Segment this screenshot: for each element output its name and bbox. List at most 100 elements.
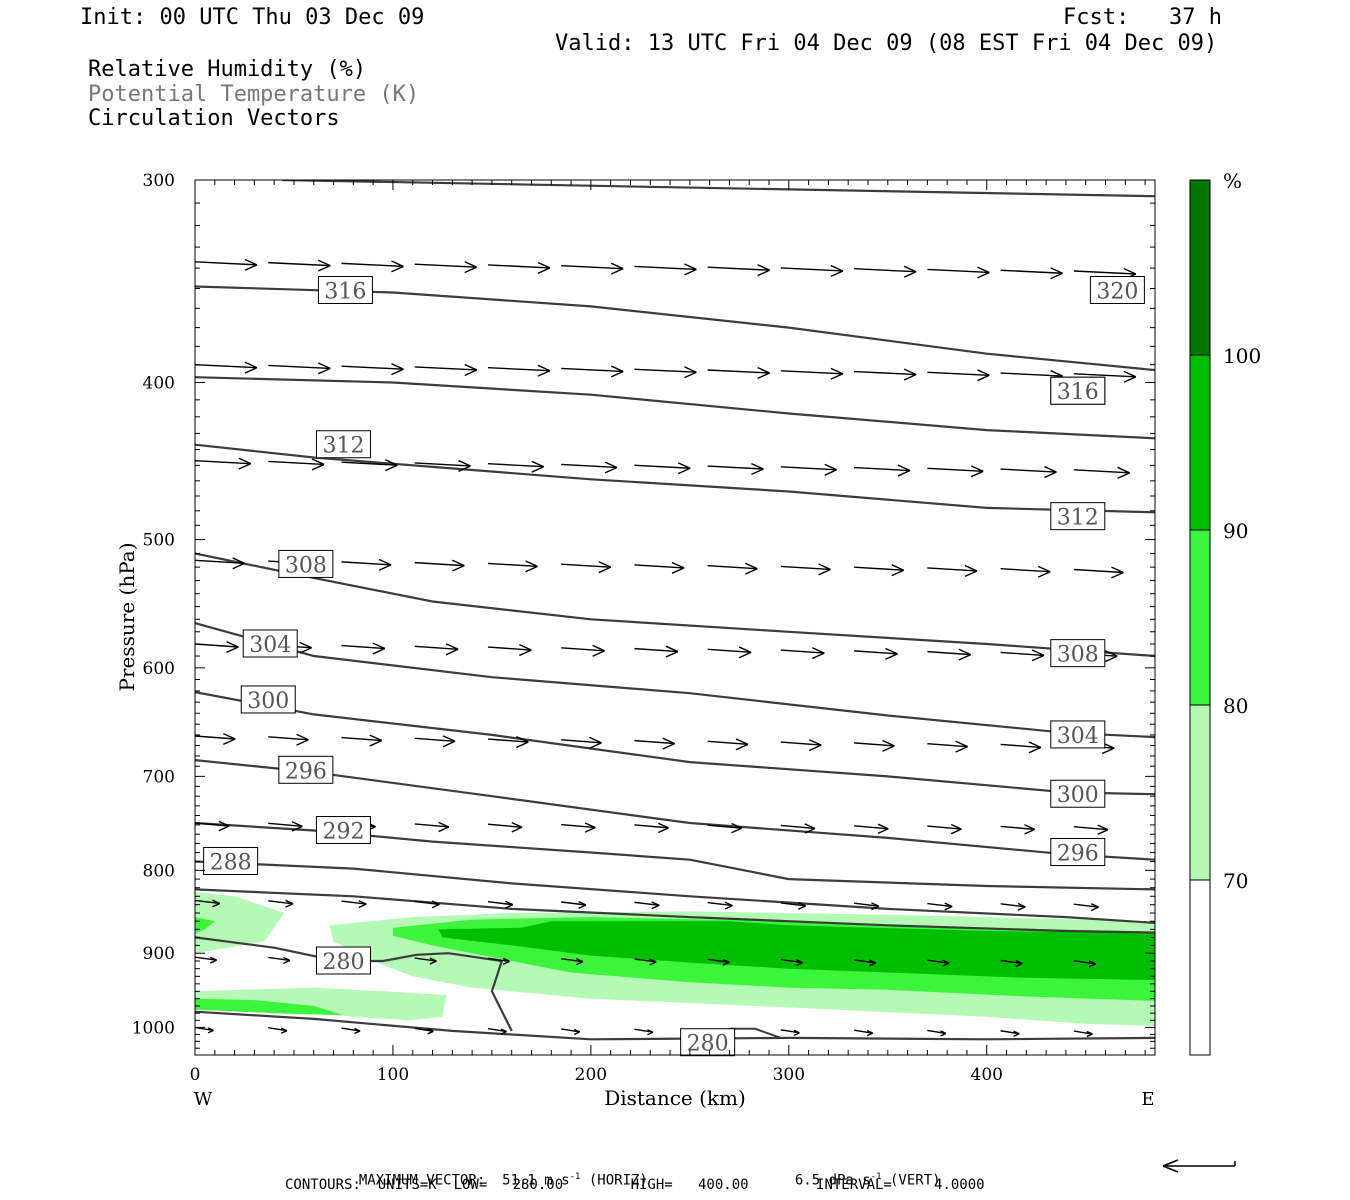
forecast-hour: Fcst: 37 h: [1063, 5, 1222, 30]
vector-head: [882, 739, 895, 752]
x-tick-label-400: 400: [971, 1065, 1003, 1085]
vector-shaft: [634, 1028, 654, 1033]
vector-shaft: [561, 957, 583, 963]
x-end-label-west: W: [194, 1089, 213, 1110]
y-tick-label-600: 600: [143, 659, 175, 679]
vector-head: [578, 901, 587, 909]
vector-head: [238, 457, 252, 470]
vector-head: [438, 821, 450, 833]
contour-label-312: 312: [322, 434, 364, 459]
vector-shaft: [561, 264, 624, 270]
vector-shaft: [1000, 568, 1051, 573]
theta-contour-288: [195, 860, 1155, 924]
vector-head: [731, 822, 743, 834]
vector-head: [573, 1028, 581, 1036]
vector-head: [830, 264, 844, 277]
theta-contour-304: [195, 622, 1155, 739]
vector-head: [452, 559, 465, 572]
vector-shaft: [780, 267, 843, 272]
contour-label-288: 288: [210, 850, 252, 875]
vector-head: [977, 266, 990, 279]
vector-head: [649, 958, 657, 966]
vector-shaft: [780, 649, 825, 654]
vector-shaft: [341, 1027, 361, 1032]
vector-head: [1086, 1030, 1093, 1038]
contour-label-300: 300: [247, 689, 289, 714]
vector-shaft: [487, 823, 523, 828]
vector-head: [757, 264, 770, 277]
vector-shaft: [1073, 1030, 1093, 1035]
max-vector-horiz-label: (HORIZ): [588, 1172, 648, 1189]
vector-shaft: [1000, 959, 1023, 965]
vector-shaft: [780, 1029, 800, 1034]
vector-shaft: [414, 823, 449, 828]
vector-shaft: [341, 736, 382, 742]
vector-head: [955, 740, 968, 753]
vector-shaft: [634, 265, 697, 271]
vector-shaft: [707, 266, 770, 271]
contour-label-box-308: [1050, 639, 1106, 668]
vector-head: [1111, 566, 1124, 579]
vector-head: [830, 367, 844, 380]
y-axis-label: Pressure (hPa): [115, 543, 139, 692]
max-vector-vert-value: 6.5 dPa s: [794, 1172, 871, 1189]
vector-shaft: [854, 742, 895, 747]
vector-head: [218, 820, 230, 832]
vector-head: [502, 957, 510, 965]
contour-label-296: 296: [285, 759, 327, 784]
vector-head: [970, 465, 984, 478]
vector-shaft: [927, 467, 984, 472]
vector-head: [511, 822, 523, 833]
vector-shaft: [854, 466, 910, 472]
vector-head: [458, 459, 471, 472]
theta-contour-316: [195, 376, 1155, 440]
vector-shaft: [927, 268, 990, 274]
rh-region-70-lower-west: [195, 987, 447, 1021]
y-tick-label-800: 800: [143, 861, 175, 881]
vector-shaft: [927, 825, 962, 830]
vector-shaft: [707, 958, 730, 963]
contour-label-box-296: [1050, 838, 1106, 867]
vector-shaft: [634, 901, 660, 907]
vector-head: [885, 647, 898, 660]
contour-label-308: 308: [1057, 643, 1099, 668]
vector-shaft: [1073, 270, 1136, 275]
vector-shaft: [707, 824, 742, 829]
vector-shaft: [634, 647, 678, 653]
theta-contour-280: [195, 1010, 1155, 1041]
vector-shaft: [195, 643, 239, 648]
vector-shaft: [487, 901, 513, 906]
contour-label-308: 308: [285, 553, 327, 578]
vector-head: [897, 464, 911, 477]
vector-shaft: [854, 566, 904, 571]
vector-head: [207, 1027, 214, 1034]
vector-head: [795, 959, 803, 967]
vector-head: [442, 735, 456, 748]
legend-rh: Relative Humidity (%): [88, 57, 367, 82]
vector-head: [903, 265, 917, 278]
vector-shaft: [414, 263, 477, 268]
init-time: Init: 00 UTC Thu 03 Dec 09: [80, 5, 425, 30]
vector-head: [1090, 903, 1099, 912]
vector-head: [445, 643, 459, 656]
colorbar-segment-2: [1189, 529, 1211, 706]
vector-shaft: [414, 366, 477, 371]
reference-vector-arrow: [1162, 1159, 1236, 1173]
vector-head: [751, 462, 764, 476]
vector-shaft: [634, 739, 675, 745]
vector-head: [812, 647, 825, 660]
contour-label-280: 280: [687, 1032, 729, 1057]
vector-head: [684, 263, 697, 276]
vector-head: [744, 562, 758, 575]
vector-shaft: [927, 567, 978, 572]
vector-head: [824, 463, 837, 476]
vector-head: [431, 900, 440, 909]
vector-head: [1097, 824, 1109, 835]
vector-head: [671, 561, 685, 574]
vector-head: [378, 558, 392, 571]
vector-shaft: [707, 564, 758, 570]
vector-head: [311, 458, 325, 471]
colorbar-label-80: 80: [1223, 694, 1248, 718]
vector-shaft: [854, 902, 880, 907]
